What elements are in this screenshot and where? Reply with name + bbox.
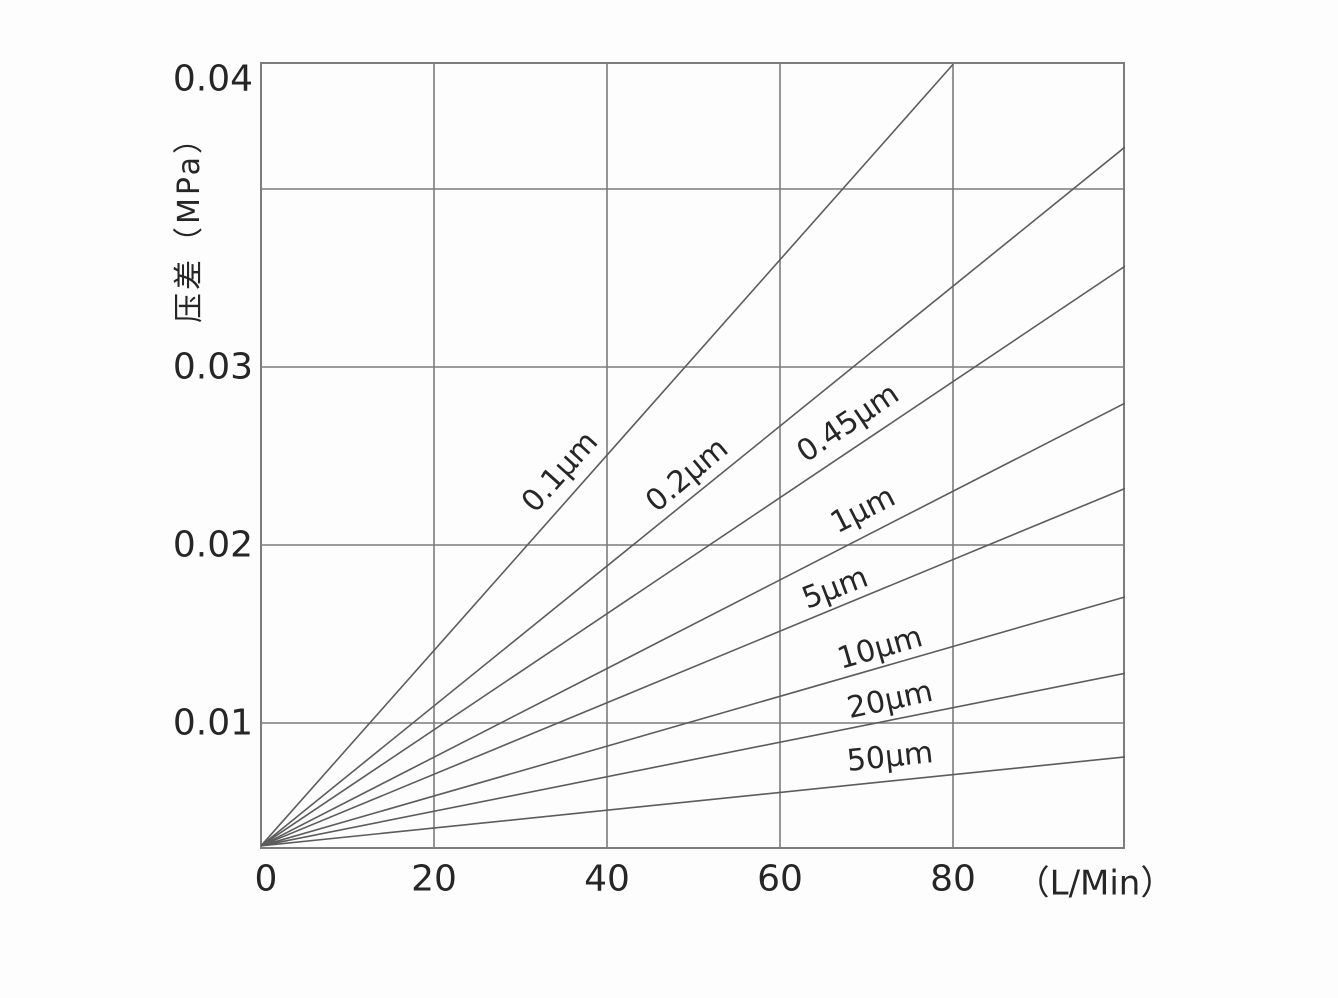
- series-label-0.45um: 0.45μm: [790, 376, 905, 469]
- series-line-0.2um: [260, 146, 1125, 847]
- series-line-0.1um: [260, 63, 954, 847]
- series-line-10um: [260, 596, 1125, 847]
- x-tick-label-20: 20: [411, 859, 457, 900]
- x-tick-label-40: 40: [584, 859, 630, 900]
- series-line-0.45um: [260, 265, 1125, 847]
- y-axis-title: 压差（MPa）: [172, 120, 207, 324]
- x-tick-label-0: 0: [255, 859, 278, 900]
- series-line-5um: [260, 487, 1125, 847]
- series-line-1um: [260, 402, 1125, 847]
- y-tick-label-0.04: 0.04: [173, 59, 253, 100]
- x-tick-label-60: 60: [757, 859, 803, 900]
- x-tick-label-80: 80: [930, 859, 976, 900]
- series-line-50um: [260, 756, 1125, 847]
- x-axis-title: （L/Min）: [1015, 863, 1175, 904]
- series-label-20um: 20μm: [844, 674, 936, 726]
- series-label-50um: 50μm: [845, 735, 935, 779]
- series-line-20um: [260, 672, 1125, 847]
- y-tick-label-0.03: 0.03: [173, 347, 253, 388]
- y-tick-label-0.01: 0.01: [173, 703, 253, 744]
- series-label-1um: 1μm: [825, 479, 901, 541]
- plot-frame: [260, 62, 1125, 849]
- y-tick-label-0.02: 0.02: [173, 525, 253, 566]
